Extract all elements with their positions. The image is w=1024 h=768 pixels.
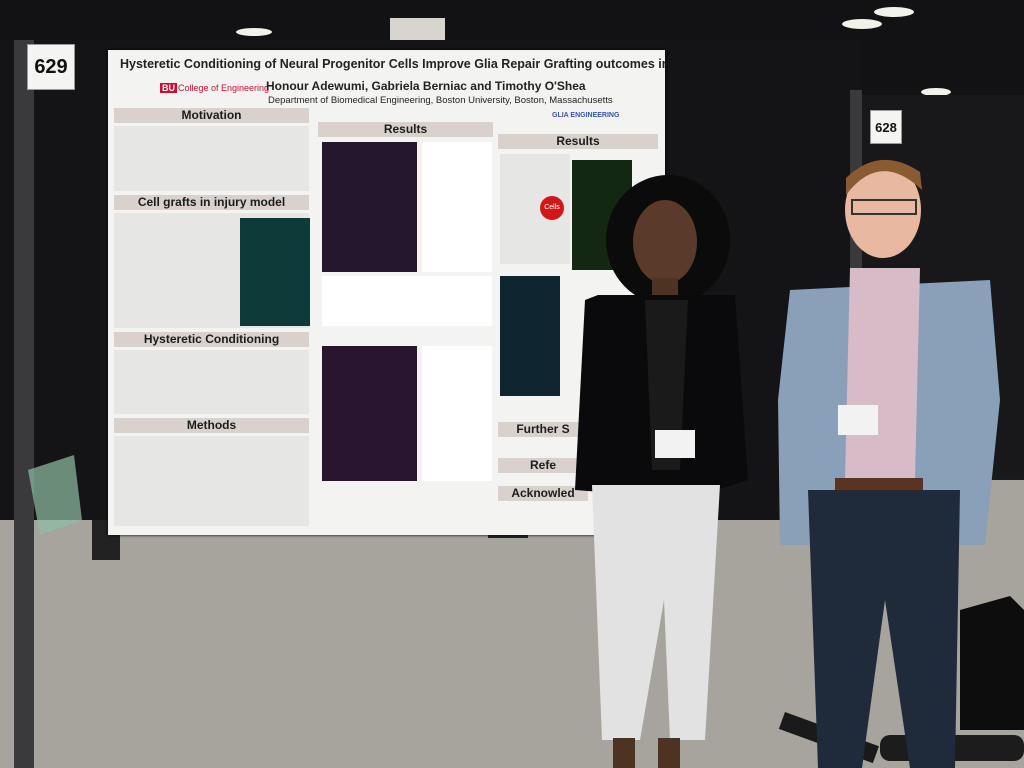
section-header: Results xyxy=(318,122,493,137)
poster: Hysteretic Conditioning of Neural Progen… xyxy=(108,50,665,535)
authors: Honour Adewumi, Gabriela Berniac and Tim… xyxy=(266,79,586,93)
section-header: Results xyxy=(498,134,658,149)
chart-figure xyxy=(422,142,492,272)
section-header: Hysteretic Conditioning xyxy=(114,332,309,347)
cells-badge: Cells xyxy=(540,196,564,220)
booth-number: 629 xyxy=(27,44,75,90)
micrograph xyxy=(322,346,417,481)
woman xyxy=(575,175,748,768)
poster-title: Hysteretic Conditioning of Neural Progen… xyxy=(120,57,665,71)
figure xyxy=(114,350,309,414)
chart-figure xyxy=(322,276,492,326)
section-header: Further S xyxy=(498,422,588,437)
plastic-bag xyxy=(28,455,82,535)
section-header: Refe xyxy=(498,458,588,473)
micrograph xyxy=(500,276,560,396)
section-header: Acknowled xyxy=(498,486,588,501)
micrograph xyxy=(240,218,310,326)
man xyxy=(778,159,1000,768)
pole xyxy=(14,40,34,768)
department: Department of Biomedical Engineering, Bo… xyxy=(268,95,613,106)
logo: BU xyxy=(160,83,177,93)
figure xyxy=(114,436,309,526)
section-header: Motivation xyxy=(114,108,309,123)
chart-figure xyxy=(422,346,492,481)
backpack xyxy=(960,596,1024,730)
booth-number: 628 xyxy=(870,110,902,144)
micrograph xyxy=(322,142,417,272)
section-header: Cell grafts in injury model xyxy=(114,195,309,210)
figure xyxy=(114,126,309,191)
section-header: Methods xyxy=(114,418,309,433)
school: College of Engineering xyxy=(178,83,270,93)
lab-logo: GLIA ENGINEERING xyxy=(552,112,620,119)
